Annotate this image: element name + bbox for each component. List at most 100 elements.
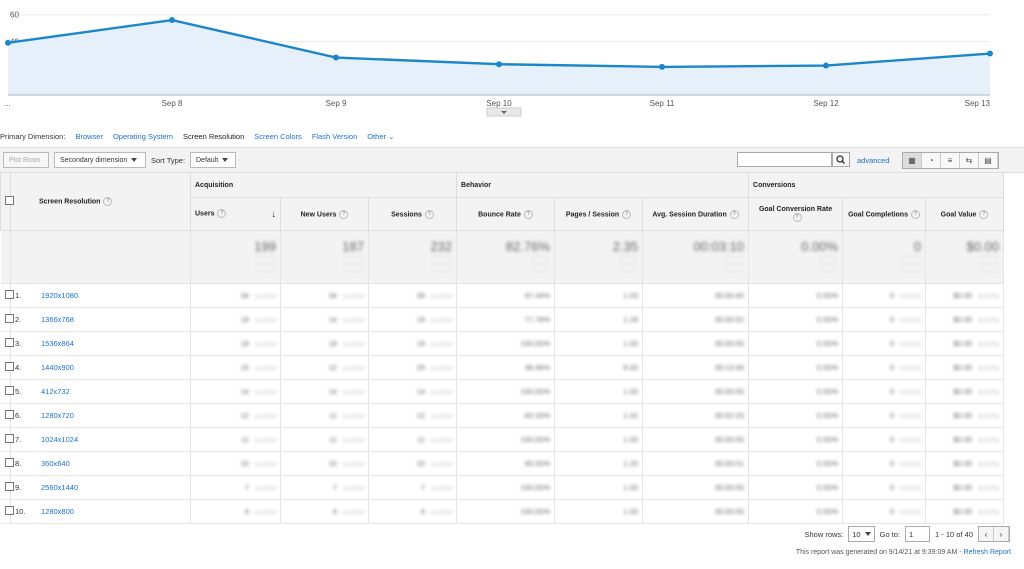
row-checkbox[interactable] <box>4 434 14 443</box>
table-row: 7. 1024x1024 11 (0.00%) 11 (0.00%) 11 (0.00%) 10… <box>0 427 1005 452</box>
table-row: 8. 360x640 10 (0.00%) 10 (0.00%) 10 (0.00%) 90.0… <box>0 451 1005 476</box>
select-all-checkbox[interactable] <box>5 196 14 205</box>
total-value: 00:03:10 <box>693 239 745 254</box>
row-checkbox[interactable] <box>4 314 14 323</box>
total-subtext: ———— <box>344 261 364 267</box>
column-header-goal-completions[interactable]: Goal Completions? <box>842 197 927 231</box>
pivot-view-icon[interactable]: ▤ <box>979 153 998 168</box>
column-header-label: Users <box>195 210 215 218</box>
metric-value: 10 <box>328 459 337 468</box>
advanced-filter-link[interactable]: advanced <box>857 156 890 165</box>
data-point[interactable] <box>823 62 829 69</box>
screen-resolution-link[interactable]: 1280x800 <box>41 507 74 516</box>
row-checkbox[interactable] <box>4 386 14 395</box>
plot-rows-button[interactable]: Plot Rows <box>3 152 49 168</box>
row-checkbox[interactable] <box>4 458 14 467</box>
metric-percent: (0.00%) <box>342 294 364 300</box>
data-point[interactable] <box>333 54 339 61</box>
column-header-goal-conversion-rate[interactable]: Goal Conversion Rate? <box>748 197 844 231</box>
data-table-view-icon[interactable]: ▦ <box>903 153 922 168</box>
x-tick-label: Sep 9 <box>326 99 347 108</box>
dimension-other-dropdown[interactable]: Other ⌄ <box>367 132 394 141</box>
data-point[interactable] <box>169 17 175 24</box>
dimension-cell: 6. 1280x720 <box>10 403 191 428</box>
metric-value: 18 <box>416 315 425 324</box>
screen-resolution-link[interactable]: 1440x900 <box>41 363 74 372</box>
metric-cell: 00:00:00 <box>642 331 750 356</box>
table-search-input[interactable] <box>737 152 832 167</box>
column-header-new-users[interactable]: New Users? <box>280 197 369 231</box>
column-header-avg-session-duration[interactable]: Avg. Session Duration? <box>642 197 750 231</box>
row-checkbox[interactable] <box>4 506 14 515</box>
previous-page-icon[interactable]: ‹ <box>979 527 994 541</box>
next-page-icon[interactable]: › <box>994 527 1009 541</box>
metric-value: 39 <box>416 291 425 300</box>
row-checkbox[interactable] <box>4 482 14 491</box>
metric-cell: 6 (0.00%) <box>368 499 458 524</box>
goto-label: Go to: <box>879 529 901 539</box>
row-checkbox[interactable] <box>4 290 14 299</box>
pie-chart-view-icon[interactable]: ◔ <box>922 153 941 168</box>
metric-value: 11 <box>329 411 337 420</box>
comparison-view-icon[interactable]: ⇆ <box>960 153 979 168</box>
metric-cell: 97.44% <box>456 283 556 308</box>
performance-view-icon[interactable]: ≡ <box>941 153 960 168</box>
row-checkbox[interactable] <box>4 362 14 371</box>
dimension-header[interactable]: Screen Resolution? <box>10 172 191 231</box>
screen-resolution-link[interactable]: 1920x1080 <box>41 291 79 300</box>
sort-descending-icon[interactable]: ↓ <box>271 209 277 219</box>
screen-resolution-link[interactable]: 412x732 <box>41 387 70 396</box>
metric-cell: 1.00 <box>554 331 644 356</box>
table-toolbar: Plot Rows Secondary dimension Sort Type:… <box>0 147 1024 173</box>
row-index: 4. <box>15 363 22 372</box>
totals-cell: 00:03:10 ———— ———— ———— <box>642 230 750 284</box>
metric-cell: 12 (0.00%) <box>280 355 369 380</box>
metric-value: 38.46% <box>524 363 551 372</box>
metric-cell: 0 (0.00%) <box>842 379 927 404</box>
row-checkbox[interactable] <box>4 338 14 347</box>
x-tick-label: Sep 12 <box>813 99 839 108</box>
metric-value: 0.00% <box>816 315 839 324</box>
search-button[interactable] <box>832 152 850 167</box>
dimension-screen-colors-link[interactable]: Screen Colors <box>254 131 302 141</box>
sort-type-dropdown[interactable]: Default <box>190 152 236 168</box>
metric-cell: 18 (0.00%) <box>368 307 458 332</box>
x-tick-label: Sep 13 <box>965 99 991 108</box>
column-header-goal-value[interactable]: Goal Value? <box>925 197 1005 231</box>
row-checkbox[interactable] <box>4 410 14 419</box>
screen-resolution-link[interactable]: 2560x1440 <box>41 483 79 492</box>
column-header-bounce-rate[interactable]: Bounce Rate? <box>456 197 556 231</box>
totals-cell: 0.00% ———— ———— ———— <box>748 230 844 284</box>
screen-resolution-link[interactable]: 1366x768 <box>41 315 74 324</box>
metric-cell: 7 (0.00%) <box>190 475 281 500</box>
dimension-browser-link[interactable]: Browser <box>75 131 103 141</box>
data-point[interactable] <box>659 63 665 70</box>
data-point[interactable] <box>5 39 11 46</box>
refresh-report-link[interactable]: Refresh Report <box>963 549 1011 556</box>
screen-resolution-link[interactable]: 360x640 <box>41 459 70 468</box>
table-row: 10. 1280x800 6 (0.00%) 6 (0.00%) 6 (0.00%) 100.0… <box>0 499 1005 524</box>
dimension-flash-version-link[interactable]: Flash Version <box>311 131 358 141</box>
metric-value: 97.44% <box>524 291 551 300</box>
screen-resolution-link[interactable]: 1024x1024 <box>41 435 79 444</box>
data-point[interactable] <box>987 50 993 57</box>
dimension-cell: 1. 1920x1080 <box>10 283 191 308</box>
metric-cell: 15 (0.00%) <box>190 355 281 380</box>
y-tick-label: 60 <box>10 11 19 20</box>
column-header-pages-session[interactable]: Pages / Session? <box>554 197 644 231</box>
metric-value: 1.00 <box>623 435 639 444</box>
secondary-dimension-dropdown[interactable]: Secondary dimension <box>54 152 146 168</box>
totals-checkbox-cell <box>0 230 11 284</box>
goto-input[interactable]: 1 <box>905 526 931 542</box>
data-point[interactable] <box>496 61 502 68</box>
column-header-sessions[interactable]: Sessions? <box>367 197 458 231</box>
total-subtext: ———— <box>530 254 551 260</box>
metric-cell: 00:00:01 <box>642 451 750 476</box>
metric-value: 1.00 <box>623 507 639 516</box>
show-rows-select[interactable]: 10 <box>848 526 875 542</box>
column-header-users[interactable]: Users? ↓ <box>190 197 281 231</box>
metric-cell: 100.00% <box>456 475 556 500</box>
dimension-operating-system-link[interactable]: Operating System <box>112 131 173 141</box>
screen-resolution-link[interactable]: 1280x720 <box>41 411 74 420</box>
screen-resolution-link[interactable]: 1536x864 <box>41 339 74 348</box>
